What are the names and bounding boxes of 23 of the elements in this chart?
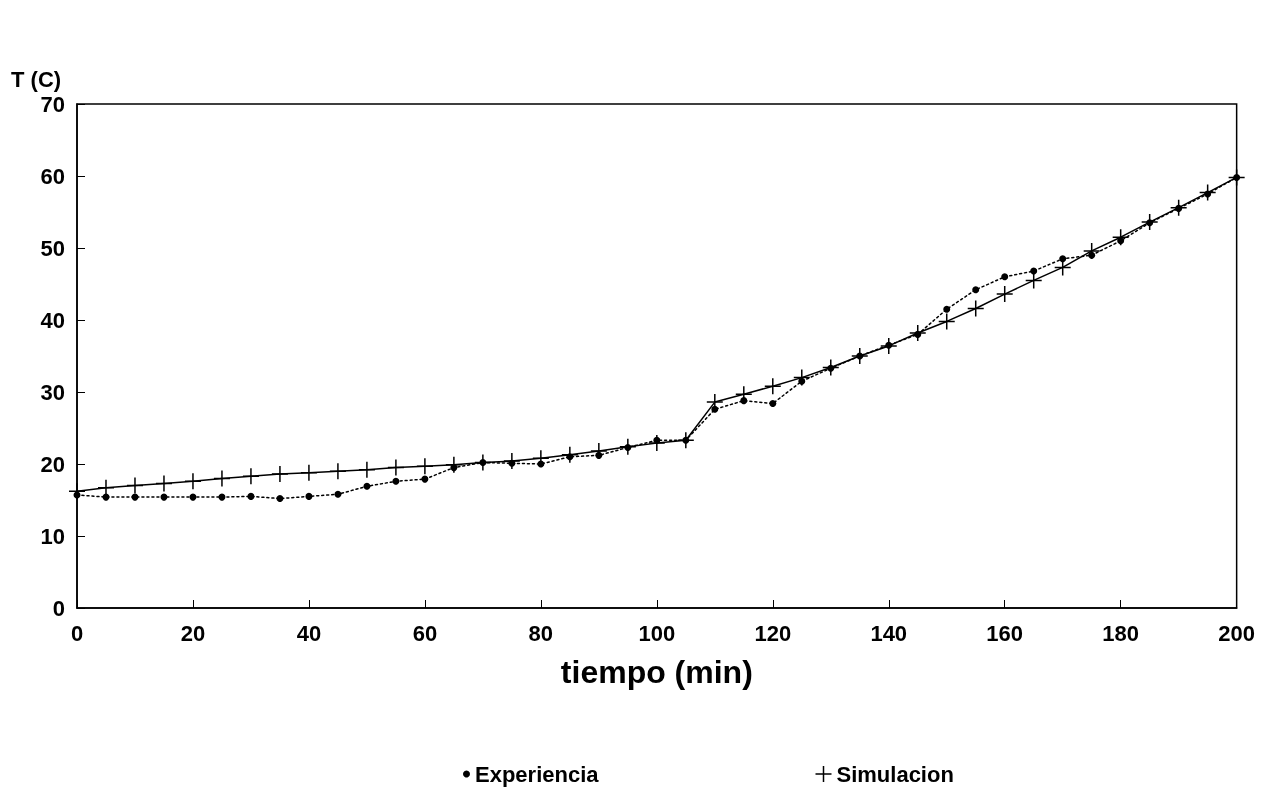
y-tick-label: 0 — [52, 595, 65, 621]
y-tick-label: 70 — [40, 91, 65, 117]
legend-label: Experiencia — [475, 761, 600, 787]
x-tick-label: 80 — [528, 620, 554, 646]
y-tick-label: 50 — [40, 235, 65, 261]
x-tick-label: 180 — [1102, 620, 1140, 646]
y-tick-label: 30 — [40, 379, 65, 405]
x-tick-label: 160 — [986, 620, 1024, 646]
x-tick-label: 20 — [180, 620, 206, 646]
x-tick-label: 120 — [754, 620, 792, 646]
y-tick-label: 60 — [40, 163, 65, 189]
x-tick-label: 40 — [296, 620, 322, 646]
x-tick-label: 0 — [70, 620, 84, 646]
y-tick-label: 10 — [40, 523, 65, 549]
x-axis-title: tiempo (min) — [560, 654, 753, 690]
x-tick-label: 60 — [412, 620, 438, 646]
x-tick-label: 140 — [870, 620, 908, 646]
y-axis-title: T (C) — [11, 66, 62, 92]
x-tick-label: 200 — [1218, 620, 1256, 646]
y-tick-label: 20 — [40, 451, 65, 477]
x-tick-label: 100 — [638, 620, 676, 646]
y-tick-label: 40 — [40, 307, 65, 333]
legend-label: Simulacion — [836, 761, 954, 787]
